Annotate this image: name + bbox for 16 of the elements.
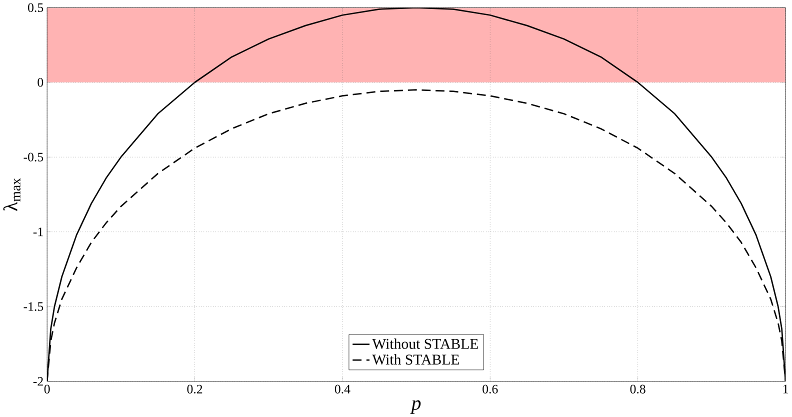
x-tick-label: 0.6 bbox=[482, 384, 498, 394]
x-tick-label: 0.4 bbox=[334, 384, 350, 394]
y-tick-label: -2 bbox=[33, 376, 43, 386]
y-tick-label: -1 bbox=[33, 228, 43, 236]
legend-label: With STABLE bbox=[372, 354, 460, 365]
x-axis-title: p bbox=[410, 400, 421, 414]
y-tick-label: -0.5 bbox=[24, 152, 44, 162]
legend-label: Without STABLE bbox=[372, 338, 478, 349]
x-tick-label: 1 bbox=[783, 384, 788, 394]
y-tick-label: -1.5 bbox=[24, 302, 44, 311]
x-tick-label: 0 bbox=[44, 384, 50, 394]
x-tick-label: 0.2 bbox=[187, 384, 202, 394]
y-axis-title: λ$_{max}$ bbox=[3, 178, 20, 211]
y-tick-label: 0.5 bbox=[28, 3, 44, 12]
y-tick-label: 0 bbox=[38, 78, 44, 87]
x-tick-label: 0.8 bbox=[630, 384, 646, 394]
